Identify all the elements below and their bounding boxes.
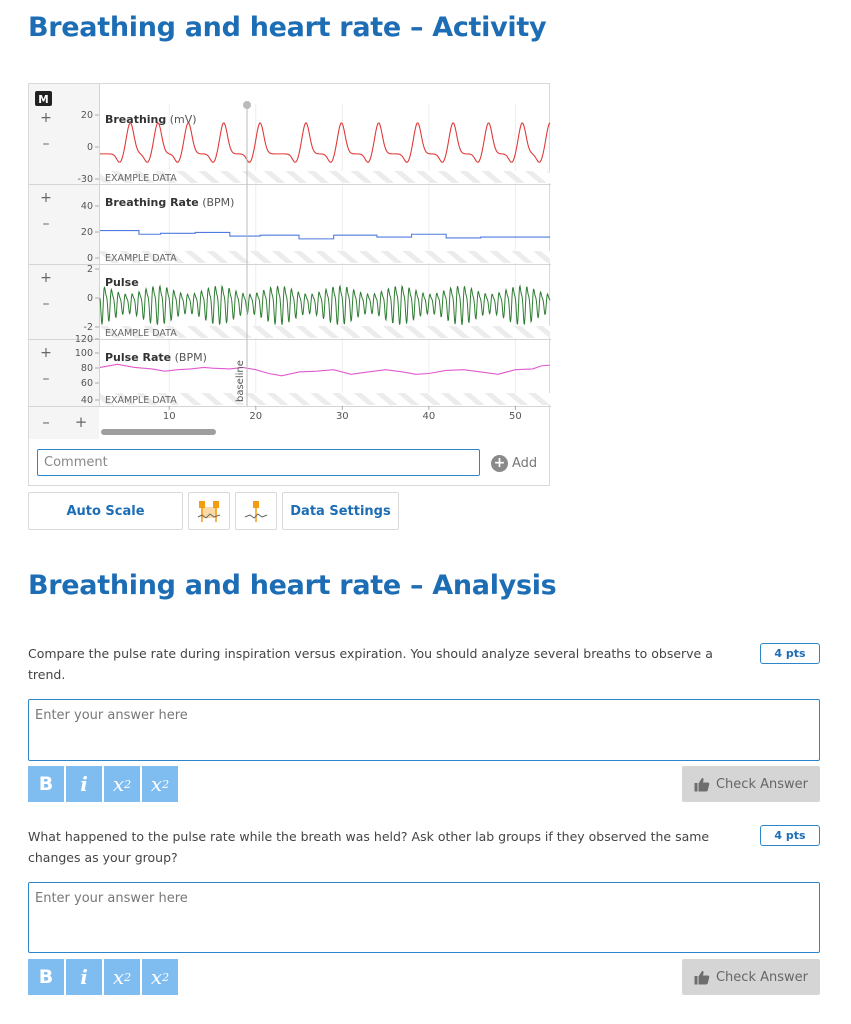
question-1-check-answer-button[interactable]: Check Answer [682,766,820,802]
add-comment-button[interactable]: + Add [491,454,537,472]
auto-scale-label: Auto Scale [66,503,145,519]
check-answer-label: Check Answer [715,776,808,792]
y-tick-label: 0 [87,253,93,264]
baseline-label: baseline [235,360,246,402]
bold-button[interactable]: B [28,766,64,802]
y-tick-label: 20 [81,110,93,121]
panel-title: Breathing (mV) [105,113,197,126]
panel-title: Pulse Rate (BPM) [105,351,207,364]
region-marker-button[interactable] [188,492,230,530]
y-tick-label: 120 [75,334,93,345]
y-tick-label: 0 [87,293,93,304]
horizontal-scrollbar[interactable] [101,429,216,435]
activity-title: Breathing and heart rate – Activity [28,12,547,43]
example-data-label: EXAMPLE DATA [105,253,177,264]
question-2-points: 4 pts [760,825,820,846]
y-tick-label: 2 [87,264,93,275]
y-tick-label: 0 [87,142,93,153]
y-tick-label: -2 [84,322,93,333]
auto-scale-button[interactable]: Auto Scale [28,492,183,530]
y-zoom-out-button[interactable]: – [43,371,50,387]
y-zoom-out-button[interactable]: – [43,296,50,312]
y-zoom-in-button[interactable]: + [40,110,52,126]
region-marker-icon [197,501,221,522]
x-tick-label: 30 [336,411,349,422]
question-1-answer-input[interactable] [28,699,820,761]
x-tick-label: 50 [509,411,522,422]
question-2-text: What happened to the pulse rate while th… [28,829,710,865]
thumbs-up-icon [694,777,710,791]
y-zoom-out-button[interactable]: – [43,216,50,232]
breathing-series-line [100,121,551,163]
italic-button[interactable]: i [66,959,102,995]
question-2-answer-input[interactable] [28,882,820,953]
x-tick-label: 10 [163,411,176,422]
panel-title: Breathing Rate (BPM) [105,196,234,209]
data-settings-button[interactable]: Data Settings [282,492,399,530]
cursor-handle[interactable] [243,101,251,109]
italic-button[interactable]: i [66,766,102,802]
bold-button[interactable]: B [28,959,64,995]
graph-marker-toggle[interactable]: M [35,91,52,106]
question-1-text: Compare the pulse rate during inspiratio… [28,646,713,682]
comment-input[interactable] [37,449,480,476]
x-zoom-out-button[interactable]: – [42,413,50,431]
y-tick-label: 40 [81,395,93,406]
example-data-label: EXAMPLE DATA [105,395,177,406]
y-tick-label: 80 [81,363,93,374]
panel-title: Pulse [105,276,139,289]
y-tick-label: 100 [75,348,93,359]
plus-circle-icon: + [491,454,508,472]
single-marker-icon [244,501,268,522]
y-tick-label: 40 [81,201,93,212]
add-comment-label: Add [512,455,538,471]
single-marker-button[interactable] [235,492,277,530]
graph-widget[interactable]: M + –20 0 -30 Breathing (mV) EXAMPLE DATA + –40… [28,83,551,486]
graph-marker-label: M [38,94,48,106]
x-tick-label: 40 [422,411,435,422]
pulse-series-line [99,284,551,326]
example-data-label: EXAMPLE DATA [105,328,177,339]
x-zoom-in-button[interactable]: + [75,413,88,431]
y-tick-label: 60 [81,378,93,389]
y-zoom-in-button[interactable]: + [40,270,52,286]
thumbs-up-icon [694,970,710,984]
analysis-title: Breathing and heart rate – Analysis [28,570,557,601]
pulse-rate-series-line [99,363,551,377]
y-tick-label: 20 [81,227,93,238]
y-zoom-in-button[interactable]: + [40,345,52,361]
breathing-rate-series-line [100,230,550,240]
y-tick-label: -30 [77,174,93,185]
y-zoom-out-button[interactable]: – [43,136,50,152]
example-data-label: EXAMPLE DATA [105,173,177,184]
x-tick-label: 20 [249,411,262,422]
question-1-points: 4 pts [760,643,820,664]
question-2-check-answer-button[interactable]: Check Answer [682,959,820,995]
data-settings-label: Data Settings [290,503,391,519]
check-answer-label: Check Answer [715,969,808,985]
y-zoom-in-button[interactable]: + [40,190,52,206]
